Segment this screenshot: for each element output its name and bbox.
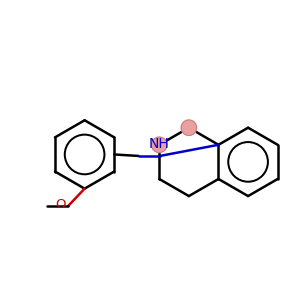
Circle shape [152, 137, 167, 152]
Text: NH: NH [149, 136, 170, 151]
Circle shape [181, 120, 196, 135]
Text: O: O [56, 198, 66, 211]
